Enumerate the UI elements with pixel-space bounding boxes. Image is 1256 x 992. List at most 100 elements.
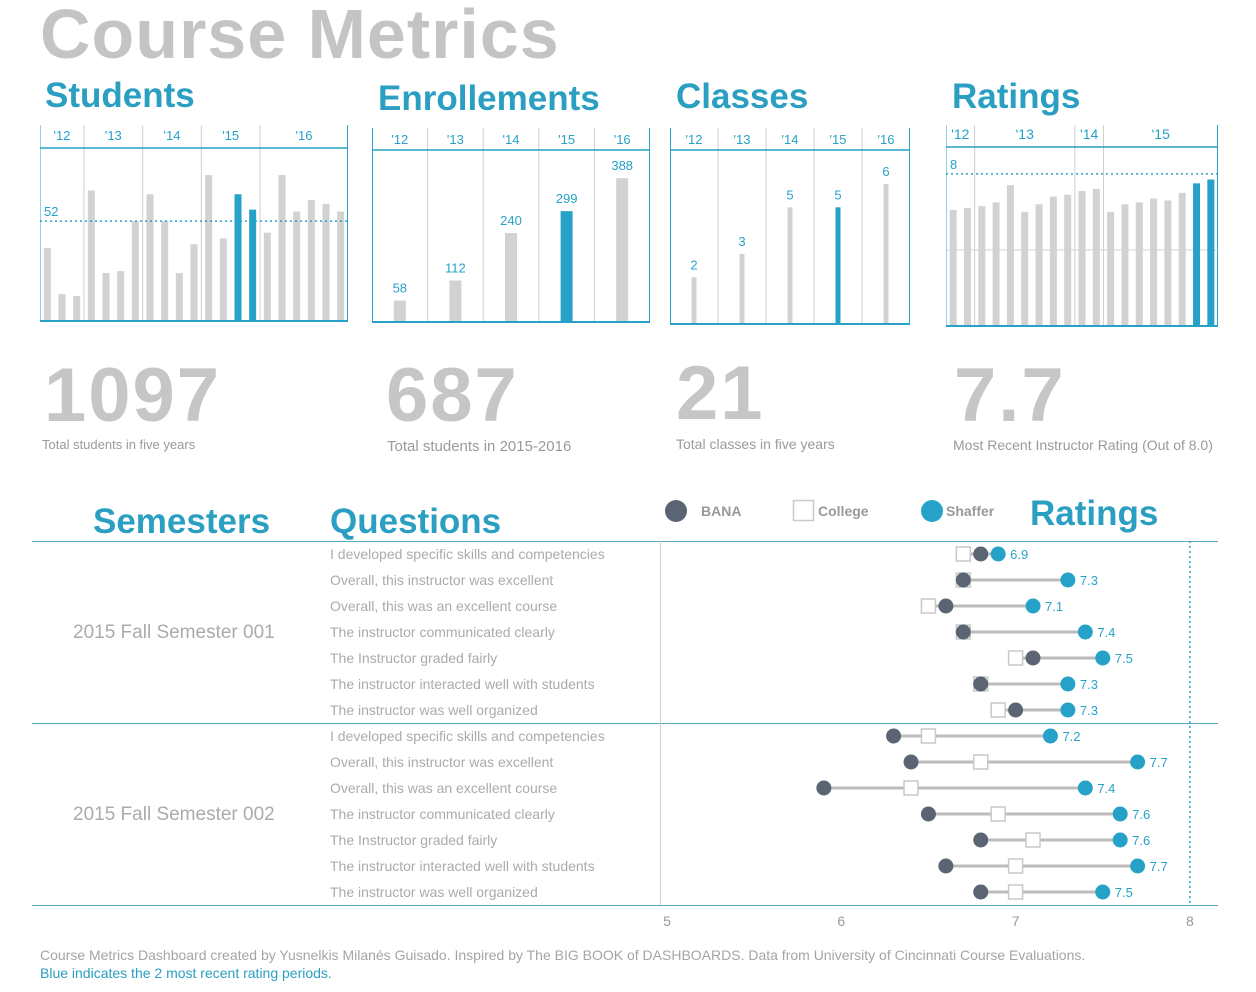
shaffer-marker [1077, 780, 1093, 796]
bar [190, 244, 198, 321]
bar [205, 175, 213, 321]
bar [1135, 202, 1143, 326]
bar-value-label: 58 [393, 280, 407, 295]
reference-label: 52 [44, 204, 58, 219]
bar [263, 232, 271, 321]
question-label: Overall, this instructor was excellent [330, 572, 554, 588]
bana-marker [1008, 702, 1024, 718]
bar [963, 208, 971, 326]
classes-bar-chart: '12 2 '13 3 '14 5 '15 5 '16 6 [670, 128, 910, 325]
college-marker [903, 780, 919, 796]
bar [883, 184, 889, 324]
bana-marker [938, 858, 954, 874]
shaffer-marker [1112, 806, 1128, 822]
classes-title: Classes [676, 77, 809, 116]
shaffer-value-label: 7.3 [1080, 677, 1098, 692]
bar [1078, 190, 1086, 326]
bar [146, 194, 154, 321]
year-label: '14 [503, 132, 520, 147]
students-bar-chart: '12 '13 '14 '15 '16 52 [40, 125, 348, 322]
bar [1121, 204, 1129, 326]
bar [835, 207, 841, 324]
year-label: '12 [951, 126, 969, 142]
enrollments-title: Enrollements [378, 79, 600, 118]
questions-title: Questions [330, 502, 502, 541]
bar [1006, 185, 1014, 326]
bar [505, 233, 517, 322]
shaffer-legend-marker [921, 500, 943, 522]
shaffer-legend-label: Shaffer [946, 503, 995, 519]
bar [322, 203, 330, 321]
bar [1092, 189, 1100, 326]
bar [249, 209, 257, 321]
shaffer-marker [1095, 650, 1111, 666]
bar [234, 194, 242, 321]
bar [1035, 204, 1043, 326]
ratings-kpi-label: Most Recent Instructor Rating (Out of 8.… [953, 437, 1213, 453]
shaffer-marker [1042, 728, 1058, 744]
bar-value-label: 388 [611, 158, 633, 173]
bana-legend-label: BANA [701, 503, 742, 519]
question-label: The Instructor graded fairly [330, 650, 498, 666]
question-label: The instructor communicated clearly [330, 806, 555, 822]
bar-value-label: 299 [556, 191, 578, 206]
bar [1164, 200, 1172, 326]
bar [978, 206, 986, 326]
bana-marker [973, 832, 989, 848]
year-label: '15 [1152, 126, 1170, 142]
bar [43, 248, 51, 321]
footer-note: Blue indicates the 2 most recent rating … [40, 965, 332, 981]
bar [739, 254, 745, 324]
bana-marker [955, 572, 971, 588]
ratings-title: Ratings [952, 77, 1081, 116]
dot-plot-left-axis [660, 541, 661, 905]
year-label: '15 [558, 132, 575, 147]
year-label: '13 [105, 128, 122, 143]
bar [161, 221, 169, 321]
college-marker [972, 754, 989, 770]
bana-marker [973, 546, 989, 562]
students-title: Students [45, 76, 195, 115]
bana-marker [886, 728, 902, 744]
bar [787, 207, 793, 324]
x-tick-label: 5 [663, 913, 671, 929]
table-bottom-rule [32, 905, 1218, 906]
bar [73, 296, 81, 321]
shaffer-marker [1077, 624, 1093, 640]
bar-value-label: 5 [834, 187, 841, 202]
bar [616, 178, 629, 322]
question-label: I developed specific skills and competen… [330, 546, 605, 562]
college-legend-label: College [818, 503, 869, 519]
question-label: The Instructor graded fairly [330, 832, 498, 848]
year-label: '16 [614, 132, 631, 147]
bana-marker [973, 884, 989, 900]
year-label: '13 [1016, 126, 1034, 142]
bar [992, 202, 1000, 326]
shaffer-marker [1060, 572, 1076, 588]
ratings-bar-chart: 4'12'13'14'158 [946, 125, 1218, 327]
shaffer-marker [990, 546, 1006, 562]
shaffer-value-label: 7.6 [1132, 833, 1150, 848]
classes-kpi-value: 21 [676, 351, 765, 436]
bar-value-label: 240 [500, 213, 522, 228]
bana-marker [938, 598, 954, 614]
bar [1021, 211, 1029, 326]
bar [393, 300, 406, 322]
bana-marker [903, 754, 919, 770]
shaffer-marker [1112, 832, 1128, 848]
year-label: '14 [164, 128, 181, 143]
table-top-rule [32, 541, 1218, 542]
bar [1049, 196, 1057, 326]
bar-value-label: 112 [445, 260, 466, 275]
bar-value-label: 3 [738, 234, 745, 249]
question-label: Overall, this was an excellent course [330, 780, 558, 796]
shaffer-marker [1060, 676, 1076, 692]
shaffer-marker [1130, 858, 1146, 874]
college-marker [1007, 884, 1024, 900]
shaffer-value-label: 7.7 [1150, 755, 1168, 770]
question-label: The instructor was well organized [330, 702, 538, 718]
college-marker [920, 728, 937, 744]
year-label: '15 [222, 128, 239, 143]
college-marker [920, 598, 937, 614]
shaffer-value-label: 7.1 [1045, 599, 1063, 614]
